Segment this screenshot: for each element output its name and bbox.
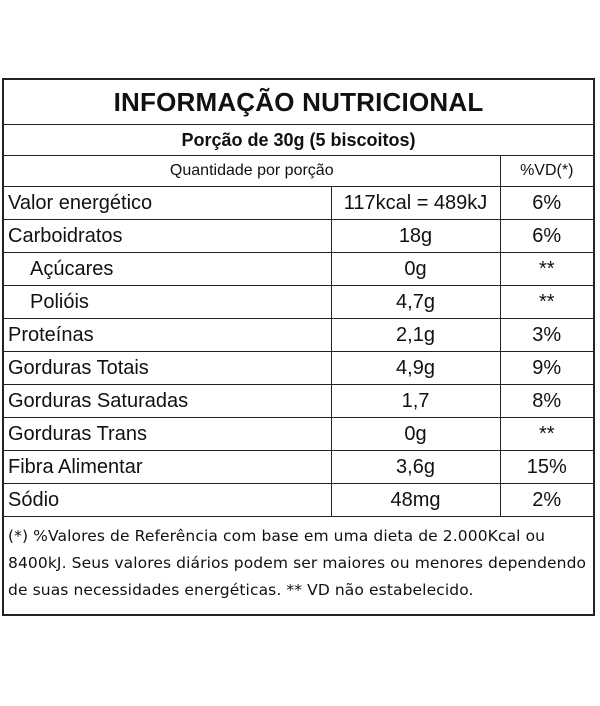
table-row: Carboidratos 18g 6%	[4, 219, 593, 253]
nutrient-name: Açúcares	[4, 252, 332, 286]
nutrient-name: Sódio	[4, 483, 332, 517]
nutrient-daily-value: **	[500, 417, 593, 451]
nutrient-daily-value: **	[500, 252, 593, 286]
table-row: Sódio 48mg 2%	[4, 483, 593, 517]
nutrient-name: Gorduras Saturadas	[4, 384, 332, 418]
table-row: Valor energético 117kcal = 489kJ 6%	[4, 186, 593, 220]
daily-value-header: %VD(*)	[500, 156, 593, 187]
label-title: INFORMAÇÃO NUTRICIONAL	[4, 80, 593, 125]
table-row: Polióis 4,7g **	[4, 285, 593, 319]
nutrient-name: Gorduras Trans	[4, 417, 332, 451]
quantity-per-portion-header: Quantidade por porção	[4, 156, 501, 187]
table-row: Gorduras Totais 4,9g 9%	[4, 351, 593, 385]
nutrient-amount: 0g	[331, 417, 501, 451]
nutrient-amount: 4,7g	[331, 285, 501, 319]
portion-size: Porção de 30g (5 biscoitos)	[4, 125, 593, 156]
nutrient-daily-value: 6%	[500, 186, 593, 220]
nutrient-amount: 117kcal = 489kJ	[331, 186, 501, 220]
nutrient-daily-value: 2%	[500, 483, 593, 517]
nutrient-name: Gorduras Totais	[4, 351, 332, 385]
nutrient-name: Carboidratos	[4, 219, 332, 253]
nutrient-name: Proteínas	[4, 318, 332, 352]
nutrient-amount: 3,6g	[331, 450, 501, 484]
nutrition-table: Quantidade por porção %VD(*) Valor energ…	[4, 156, 593, 517]
table-row: Gorduras Saturadas 1,7 8%	[4, 384, 593, 418]
nutrient-amount: 2,1g	[331, 318, 501, 352]
nutrient-amount: 4,9g	[331, 351, 501, 385]
nutrition-facts-label: INFORMAÇÃO NUTRICIONAL Porção de 30g (5 …	[2, 78, 595, 616]
nutrient-daily-value: 15%	[500, 450, 593, 484]
nutrient-name: Polióis	[4, 285, 332, 319]
footnote: (*) %Valores de Referência com base em u…	[8, 527, 587, 599]
nutrient-daily-value: 6%	[500, 219, 593, 253]
nutrient-amount: 0g	[331, 252, 501, 286]
nutrient-daily-value: 8%	[500, 384, 593, 418]
table-row: Açúcares 0g **	[4, 252, 593, 286]
nutrient-name: Fibra Alimentar	[4, 450, 332, 484]
nutrient-daily-value: 9%	[500, 351, 593, 385]
nutrient-daily-value: **	[500, 285, 593, 319]
nutrient-amount: 1,7	[331, 384, 501, 418]
nutrient-name: Valor energético	[4, 186, 332, 220]
nutrient-daily-value: 3%	[500, 318, 593, 352]
nutrient-amount: 18g	[331, 219, 501, 253]
table-row: Fibra Alimentar 3,6g 15%	[4, 450, 593, 484]
table-row: Proteínas 2,1g 3%	[4, 318, 593, 352]
table-header-row: Quantidade por porção %VD(*)	[4, 156, 593, 187]
nutrient-amount: 48mg	[331, 483, 501, 517]
table-row: Gorduras Trans 0g **	[4, 417, 593, 451]
